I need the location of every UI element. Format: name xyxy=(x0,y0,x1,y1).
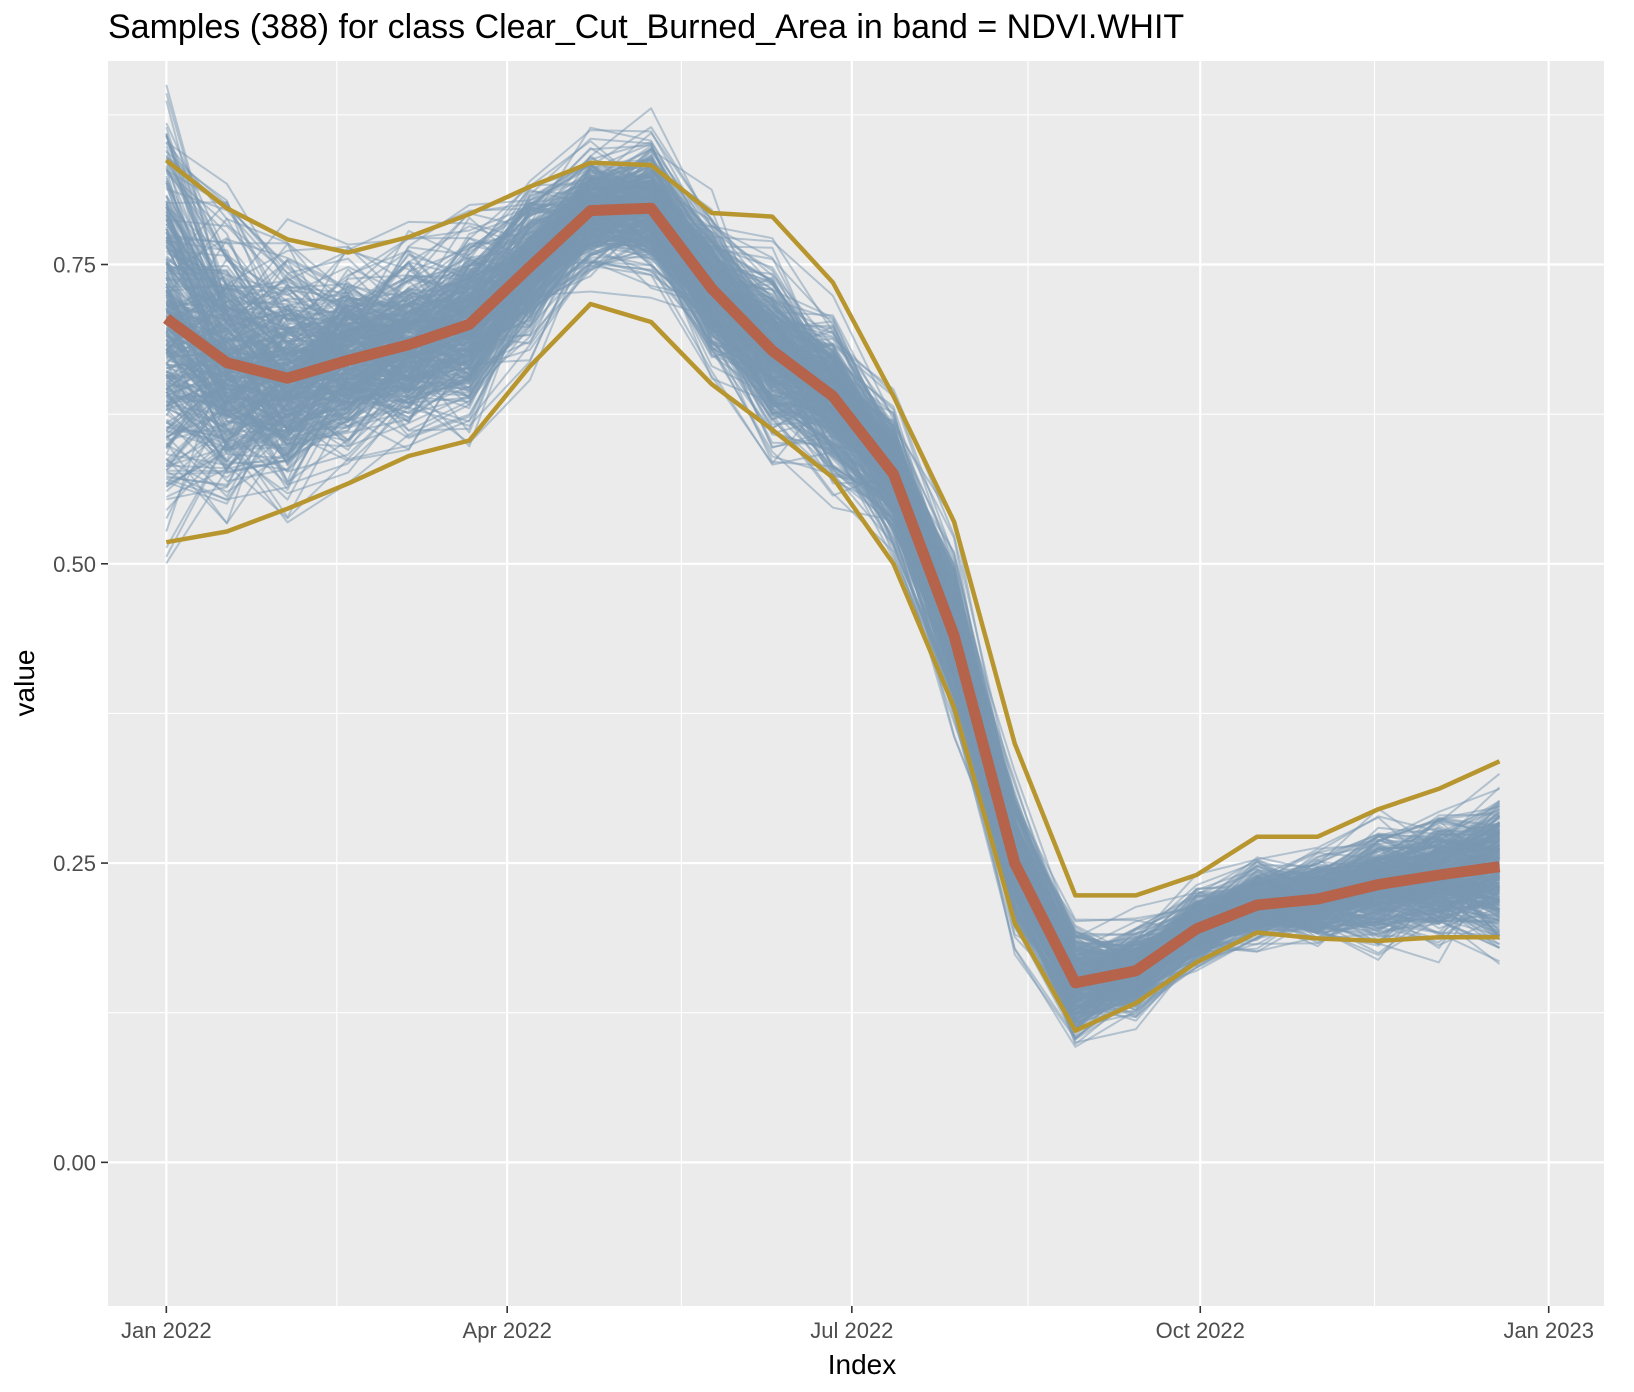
sample-line xyxy=(165,203,1500,1025)
sample-line xyxy=(165,100,1500,984)
sample-line xyxy=(165,183,1500,960)
sample-line xyxy=(165,215,1501,1016)
chart-title: Samples (388) for class Clear_Cut_Burned… xyxy=(108,8,1184,46)
summary-lines xyxy=(163,158,1501,1033)
y-axis: 0.00 0.25 0.50 0.75 xyxy=(53,253,108,1175)
x-tick-label: Apr 2022 xyxy=(463,1318,552,1343)
y-tick-label: 0.50 xyxy=(53,552,96,577)
median-line xyxy=(163,202,1501,989)
y-tick-label: 0.75 xyxy=(53,253,96,278)
x-tick-label: Jan 2022 xyxy=(121,1318,212,1343)
y-tick-label: 0.00 xyxy=(53,1150,96,1175)
sample-line xyxy=(165,244,1500,975)
sample-line xyxy=(165,198,1501,1009)
x-axis-title: Index xyxy=(828,1349,897,1380)
quantile-line xyxy=(165,301,1500,1033)
x-tick-label: Oct 2022 xyxy=(1156,1318,1245,1343)
y-axis-title: value xyxy=(9,650,40,717)
sample-line xyxy=(165,190,1500,998)
quantile-line xyxy=(164,158,1501,898)
x-tick-label: Jul 2022 xyxy=(810,1318,893,1343)
x-axis: Jan 2022 Apr 2022 Jul 2022 Oct 2022 Jan 2023 xyxy=(121,1306,1594,1343)
y-tick-label: 0.25 xyxy=(53,851,96,876)
x-tick-label: Jan 2023 xyxy=(1503,1318,1594,1343)
